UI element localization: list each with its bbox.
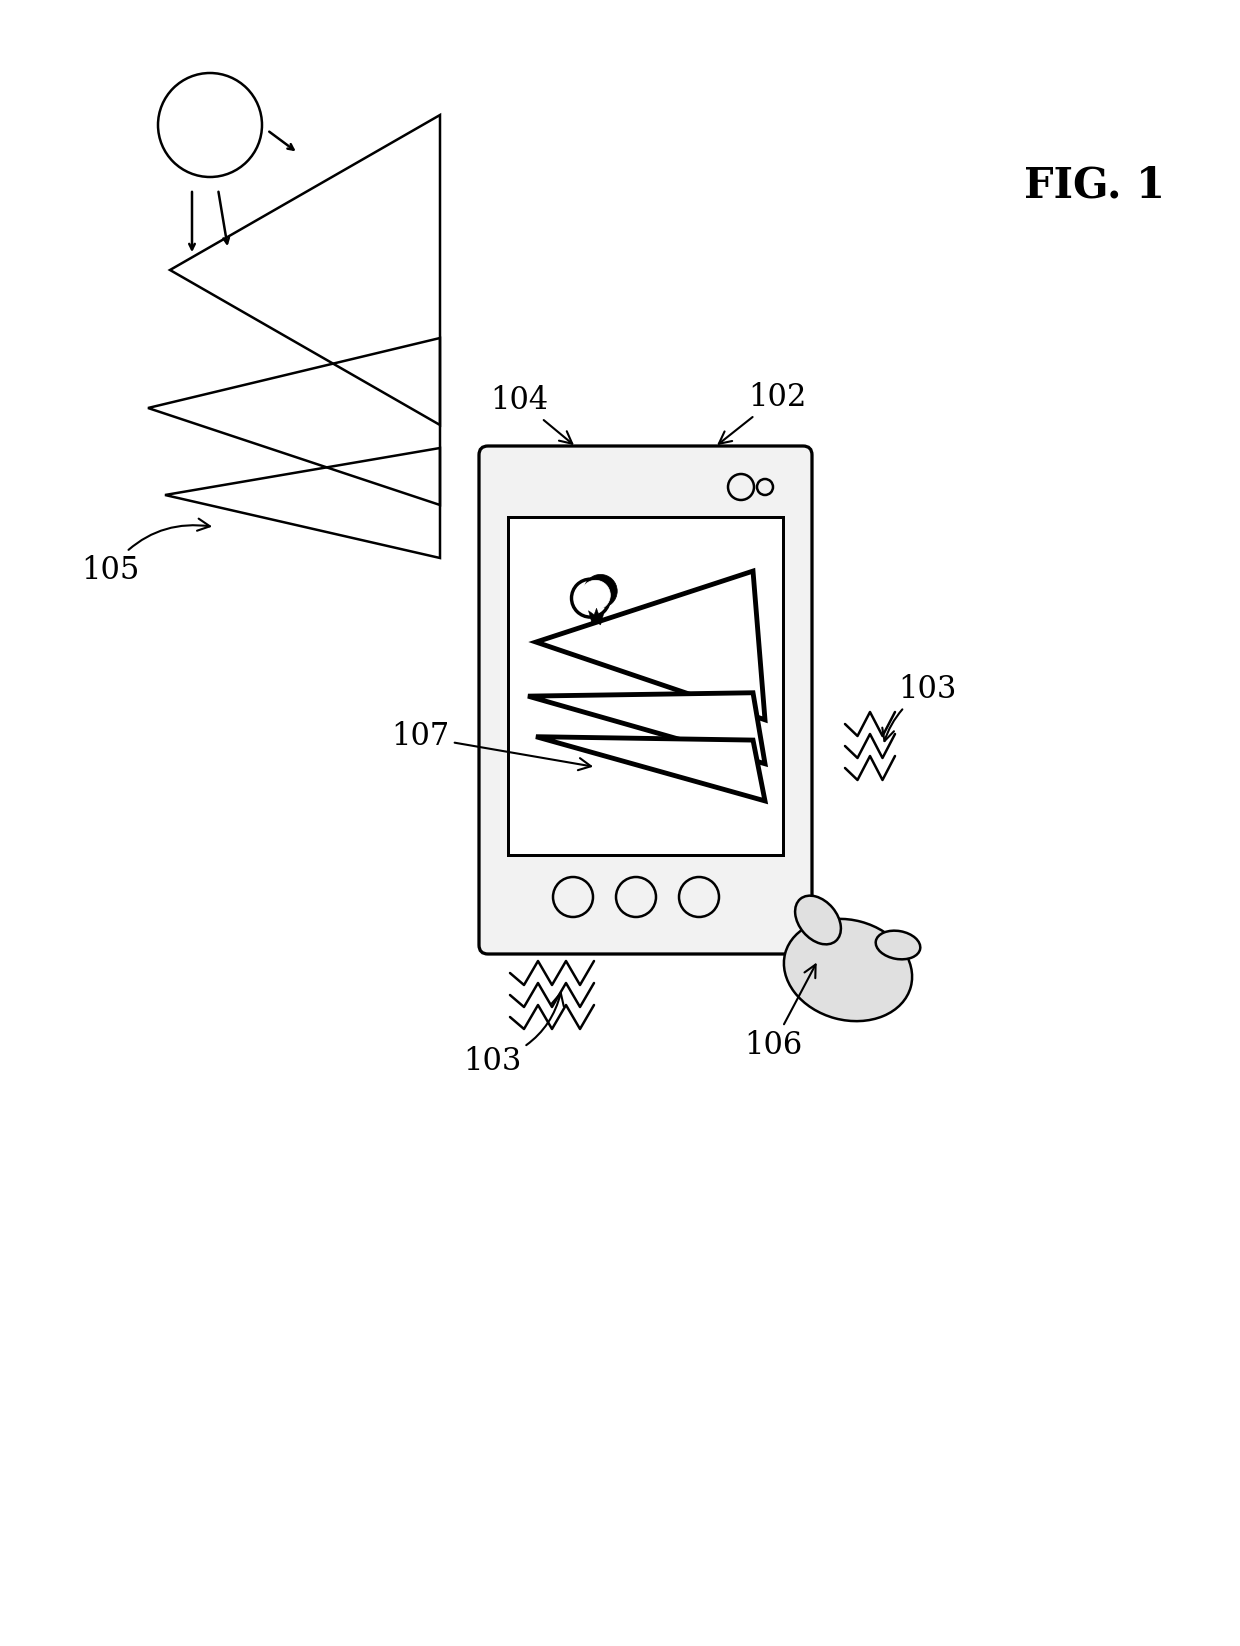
Polygon shape bbox=[536, 737, 765, 802]
Polygon shape bbox=[593, 611, 605, 625]
Circle shape bbox=[580, 581, 610, 611]
Ellipse shape bbox=[875, 930, 920, 960]
Text: 105: 105 bbox=[81, 518, 210, 586]
Text: 103: 103 bbox=[463, 993, 564, 1076]
Polygon shape bbox=[589, 611, 600, 625]
Ellipse shape bbox=[784, 918, 913, 1021]
Text: 106: 106 bbox=[744, 965, 816, 1060]
Polygon shape bbox=[528, 693, 765, 764]
Polygon shape bbox=[536, 571, 765, 719]
Polygon shape bbox=[591, 607, 601, 622]
Text: 102: 102 bbox=[719, 382, 807, 444]
Ellipse shape bbox=[795, 895, 841, 945]
Polygon shape bbox=[508, 517, 782, 854]
Text: 104: 104 bbox=[491, 385, 573, 444]
Text: 107: 107 bbox=[391, 721, 591, 770]
Circle shape bbox=[584, 574, 618, 607]
FancyBboxPatch shape bbox=[479, 446, 812, 955]
Text: FIG. 1: FIG. 1 bbox=[1024, 165, 1166, 206]
Circle shape bbox=[572, 579, 610, 617]
Text: 103: 103 bbox=[883, 673, 956, 741]
